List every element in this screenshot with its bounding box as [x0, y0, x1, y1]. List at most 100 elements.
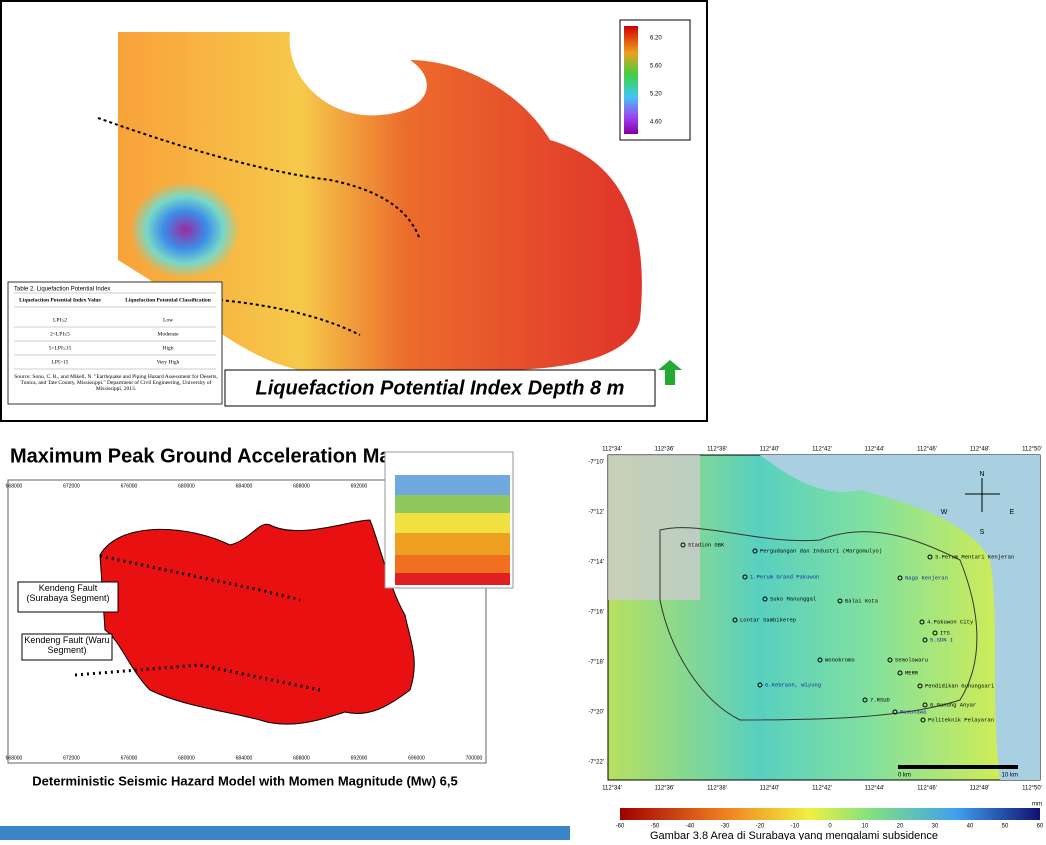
- lon-label: 112°44': [865, 447, 885, 453]
- place-label: Wonokromo: [825, 656, 855, 663]
- x-label-top: 692000: [351, 483, 368, 489]
- place-marker: [732, 617, 738, 623]
- place-marker: [927, 554, 933, 560]
- colorbar-unit: mm: [1032, 802, 1042, 808]
- pga-map: [99, 519, 415, 725]
- scale-bar: [898, 765, 1018, 769]
- place-marker: [919, 619, 925, 625]
- legend-label: 5.60: [650, 64, 662, 70]
- lat-label: -7°20': [588, 710, 604, 716]
- fault-label-wrap: Kendeng Fault (Surabaya Segment): [26, 583, 110, 603]
- lpi-title: Liquefaction Potential Index Depth 8 m: [256, 377, 625, 399]
- table-row: [395, 555, 510, 573]
- subsidence-colorbar: [620, 808, 1040, 820]
- legend-label: 6.20: [650, 36, 662, 42]
- table-cell: LPI≤2: [53, 317, 67, 323]
- north-arrow: [658, 360, 682, 385]
- table-row: [395, 495, 510, 513]
- scale-label: 10 km: [1002, 773, 1018, 779]
- table-row: [395, 475, 510, 495]
- place-marker: [932, 630, 938, 636]
- legend-colorbar: [624, 26, 638, 134]
- x-label-bottom: 676000: [121, 755, 138, 761]
- table-cell: 2<LPI≤5: [50, 331, 70, 337]
- table-header: Liquefaction Potential Index Value: [19, 297, 101, 303]
- place-label: Pendidikan Gunungsari: [925, 682, 995, 689]
- footer-strip: [0, 826, 570, 840]
- place-marker: [922, 702, 928, 708]
- x-label-top: 680000: [178, 483, 195, 489]
- fault-label-box: [17, 581, 119, 613]
- place-marker: [897, 670, 903, 676]
- legend-label: 4.60: [650, 120, 662, 126]
- table-title: Table 2. Liquefaction Potential Index: [14, 287, 110, 293]
- source-box: Source: Sonu, C. R., and Mikell, N. "Ear…: [14, 374, 218, 392]
- place-label: Lontar Sambikerep: [740, 616, 796, 623]
- table-cell: Low: [163, 317, 173, 323]
- place-label: Semolowaru: [895, 656, 928, 663]
- lon-label: 112°38': [707, 447, 727, 453]
- scale-label: 0 km: [898, 773, 911, 779]
- lon-label: 112°36': [655, 447, 675, 453]
- lon-label: 112°50': [1022, 447, 1042, 453]
- lon-label: 112°48': [970, 447, 990, 453]
- table-cell: LPI>15: [52, 359, 69, 365]
- lpi-low-zone: [130, 182, 240, 278]
- place-label: Balai Kota: [845, 597, 879, 604]
- place-marker: [922, 637, 928, 643]
- colorbar-label: -20: [756, 824, 765, 830]
- lat-label: -7°10': [588, 460, 604, 466]
- place-label: Stadion GBK: [688, 541, 725, 548]
- x-label-bottom: 700000: [466, 755, 483, 761]
- x-label-top: 672000: [63, 483, 80, 489]
- table-cell: Very High: [157, 359, 180, 365]
- colorbar-label: -60: [616, 824, 625, 830]
- fault-label: Kendeng Fault (Surabaya Segment): [26, 583, 110, 603]
- lon-label: 112°46': [917, 786, 937, 792]
- place-marker: [837, 598, 843, 604]
- place-label: 7.RSUD: [870, 696, 891, 703]
- colorbar-label: 60: [1037, 824, 1044, 830]
- place-marker: [897, 575, 903, 581]
- lon-label: 112°48': [970, 786, 990, 792]
- fault-line: [99, 554, 301, 602]
- table-source: Source: Sonu, C. R., and Mikell, N. "Ear…: [14, 374, 218, 392]
- place-marker: [887, 657, 893, 663]
- colorbar-label: -30: [721, 824, 730, 830]
- lat-label: -7°16': [588, 610, 604, 616]
- lon-label: 112°40': [760, 447, 780, 453]
- lat-label: -7°22': [588, 760, 604, 766]
- x-label-bottom: 688000: [293, 755, 310, 761]
- place-marker: [817, 657, 823, 663]
- table-cell: 5<LPI≤15: [49, 345, 72, 351]
- lon-label: 112°46': [917, 447, 937, 453]
- title-box: [224, 369, 656, 407]
- place-marker: [757, 682, 763, 688]
- pga-title: Maximum Peak Ground Acceleration Map: [10, 445, 403, 467]
- lon-label: 112°34': [602, 786, 622, 792]
- place-label: Naga Kenjeran: [905, 574, 948, 581]
- lon-label: 112°50': [1022, 786, 1042, 792]
- lat-label: -7°12': [588, 510, 604, 516]
- compass-label: S: [980, 529, 985, 536]
- place-marker: [892, 709, 898, 715]
- x-label-bottom: 672000: [63, 755, 80, 761]
- colorbar-label: -10: [791, 824, 800, 830]
- x-label-bottom: 680000: [178, 755, 195, 761]
- place-marker: [752, 548, 758, 554]
- x-label-top: 668000: [6, 483, 23, 489]
- compass-label: N: [979, 471, 984, 478]
- place-label: 1.Perum Grand Pakuwon: [750, 573, 819, 580]
- lon-label: 112°42': [812, 447, 832, 453]
- lon-label: 112°42': [812, 786, 832, 792]
- table-cell: Moderate: [157, 331, 179, 337]
- place-label: MERR: [905, 669, 919, 676]
- lon-label: 112°44': [865, 786, 885, 792]
- place-marker: [762, 596, 768, 602]
- place-marker: [917, 683, 923, 689]
- place-label: 5.SDN I: [930, 636, 953, 643]
- table-header: Liquefaction Potential Classification: [125, 297, 211, 303]
- table-row: [395, 533, 510, 555]
